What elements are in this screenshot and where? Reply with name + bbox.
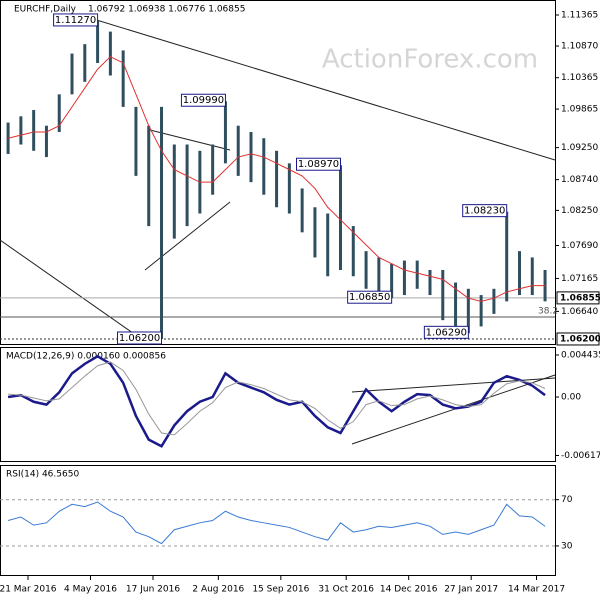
- price-frame: [0, 0, 556, 345]
- annotation-label: 1.08230: [464, 206, 505, 217]
- y-tick-label: 1.07690: [561, 241, 598, 251]
- y-tick-label: 30: [561, 541, 573, 551]
- y-tick-label: -0.00617: [561, 451, 600, 461]
- x-tick-label: 17 Jun 2016: [126, 585, 180, 595]
- y-tick-label: 1.07165: [561, 274, 598, 284]
- trend-line: [149, 129, 231, 151]
- y-tick-label: 1.11365: [561, 10, 598, 20]
- annotation-label: 1.08970: [298, 159, 339, 170]
- trend-line: [351, 374, 556, 445]
- fib-label: 38.2: [538, 307, 558, 317]
- y-tick-label: 70: [561, 495, 573, 505]
- signal-line: [8, 361, 546, 436]
- x-tick-label: 14 Mar 2017: [508, 585, 565, 595]
- annotation-box: [347, 290, 393, 304]
- trend-line: [144, 201, 231, 271]
- y-tick-label: 0.00: [561, 393, 581, 403]
- rsi-line: [7, 501, 546, 545]
- y-tick-label: 0.004435: [561, 351, 600, 361]
- price-title: EURCHF,Daily: [14, 5, 77, 15]
- support-label: 1.06200: [560, 334, 600, 344]
- annotation-box: [462, 204, 508, 218]
- x-tick-label: 21 Mar 2016: [0, 585, 57, 595]
- y-tick-label: 1.10870: [561, 42, 598, 52]
- trend-line: [89, 17, 556, 161]
- y-tick-label: 1.08740: [561, 175, 598, 185]
- x-tick-label: 2 Aug 2016: [192, 585, 244, 595]
- x-tick-label: 14 Dec 2016: [380, 585, 438, 595]
- price-quote: 1.06792 1.06938 1.06776 1.06855: [88, 5, 245, 15]
- x-tick-label: 31 Oct 2016: [318, 585, 374, 595]
- support-box: [556, 332, 600, 346]
- y-tick-label: 1.10365: [561, 73, 598, 83]
- y-tick-label: 1.06640: [561, 307, 598, 317]
- current-label: 1.06855: [560, 293, 600, 303]
- y-tick-label: 1.08250: [561, 206, 598, 216]
- watermark: ActionForex.com: [322, 45, 538, 75]
- y-tick-label: 1.09250: [561, 143, 598, 153]
- annotation-label: 1.06290: [426, 327, 467, 338]
- annotation-box: [53, 13, 99, 27]
- trend-line: [0, 239, 151, 346]
- current-box: [556, 291, 600, 305]
- macd-title: MACD(12,26,9) 0.000160 0.000856: [6, 352, 166, 362]
- annotation-box: [180, 93, 226, 107]
- annotation-label: 1.06850: [349, 292, 390, 303]
- x-tick-label: 15 Sep 2016: [252, 585, 309, 595]
- annotation-box: [117, 331, 163, 345]
- macd-line: [7, 354, 546, 448]
- x-tick-label: 4 May 2016: [64, 585, 117, 595]
- ma-line: [7, 56, 546, 302]
- x-tick-label: 27 Jan 2017: [444, 585, 498, 595]
- rsi-title: RSI(14) 46.5650: [6, 470, 79, 480]
- annotation-box: [296, 157, 342, 171]
- annotation-label: 1.09990: [183, 95, 224, 106]
- annotation-label: 1.11270: [55, 15, 96, 26]
- annotation-label: 1.06200: [119, 333, 160, 344]
- macd-frame: [0, 347, 556, 462]
- annotation-box: [423, 325, 469, 339]
- y-tick-label: 1.09865: [561, 105, 598, 115]
- rsi-frame: [0, 465, 556, 576]
